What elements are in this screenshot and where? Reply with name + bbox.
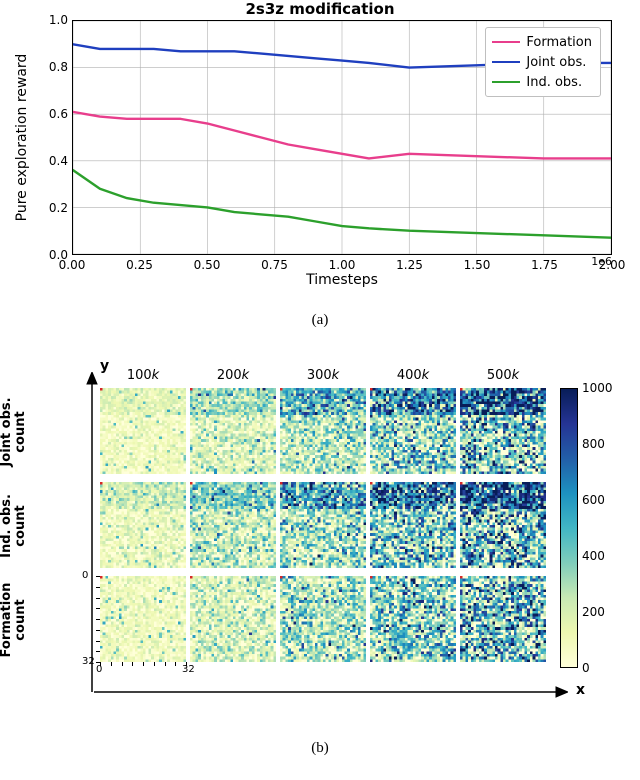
heatmap-cell [280,482,366,568]
heatmap-col-label: 100k [100,368,186,383]
heatmap-row-label: Formationcount [0,576,88,664]
y-axis-arrow [84,372,100,692]
ytick-label: 0.6 [28,107,68,121]
heatmap-row [100,576,548,664]
heatmap-cell [100,388,186,474]
ytick-label: 0.2 [28,201,68,215]
colorbar-tick-label: 800 [582,437,605,451]
y-axis-label: y [100,358,109,374]
chart-a-sci-exponent: 1e6 [591,255,612,268]
heatmap-grid [100,388,548,668]
heatmap-row [100,482,548,570]
ytick-label: 0.8 [28,60,68,74]
xtick-label: 1.00 [329,258,356,272]
x-axis-label: x [576,682,585,698]
subcaption-a: (a) [0,312,640,329]
chart-a-title: 2s3z modification [0,0,640,18]
chart-a-axes: Formation Joint obs. Ind. obs. [72,20,612,255]
xtick-label: 1.50 [464,258,491,272]
xtick-label: 1.75 [531,258,558,272]
colorbar-tick-label: 0 [582,661,590,675]
xtick-label: 0.00 [59,258,86,272]
chart-a-legend: Formation Joint obs. Ind. obs. [485,27,601,97]
heatmap-cell [190,576,276,662]
heatmap-cell [460,388,546,474]
ytick-label: 0.4 [28,154,68,168]
heatmap-cell [280,388,366,474]
heatmap-xtick: 32 [182,664,195,675]
colorbar-tick-label: 1000 [582,381,613,395]
panel-b: 100k 200k 300k 400k 500k Joint obs.countInd.… [0,360,640,730]
legend-label: Ind. obs. [526,75,582,90]
heatmap-col-label: 400k [370,368,456,383]
x-axis-arrow [94,684,568,700]
heatmap-row-label: Joint obs.count [0,388,88,476]
heatmap-col-label: 500k [460,368,546,383]
chart-a-ylabel: Pure exploration reward [14,20,30,255]
ytick-label: 1.0 [28,13,68,27]
heatmap-cell [100,482,186,568]
colorbar [560,388,578,668]
legend-swatch [492,41,520,43]
colorbar-tick-label: 200 [582,605,605,619]
heatmap-col-label: 300k [280,368,366,383]
heatmap-cell [460,576,546,662]
figure-root: 2s3z modification Pure exploration rewar… [0,0,640,780]
heatmap-cell [280,576,366,662]
heatmap-cell [190,388,276,474]
heatmap-row-label: Ind. obs.count [0,482,88,570]
legend-swatch [492,81,520,83]
legend-item: Joint obs. [492,52,592,72]
heatmap-cell [370,388,456,474]
xtick-label: 0.75 [261,258,288,272]
heatmap-cell [370,482,456,568]
heatmap-row [100,388,548,476]
xtick-label: 0.25 [126,258,153,272]
legend-label: Joint obs. [526,55,586,70]
legend-item: Ind. obs. [492,72,592,92]
subcaption-b: (b) [0,740,640,757]
chart-a-xlabel: Timesteps [72,272,612,288]
legend-swatch [492,61,520,63]
legend-label: Formation [526,35,592,50]
heatmap-cell [460,482,546,568]
colorbar-tick-label: 400 [582,549,605,563]
heatmap-cell [190,482,276,568]
xtick-label: 0.50 [194,258,221,272]
xtick-label: 1.25 [396,258,423,272]
heatmap-col-label: 200k [190,368,276,383]
colorbar-tick-label: 600 [582,493,605,507]
panel-a: 2s3z modification Pure exploration rewar… [0,0,640,320]
heatmap-cell [100,576,186,662]
legend-item: Formation [492,32,592,52]
heatmap-cell [370,576,456,662]
